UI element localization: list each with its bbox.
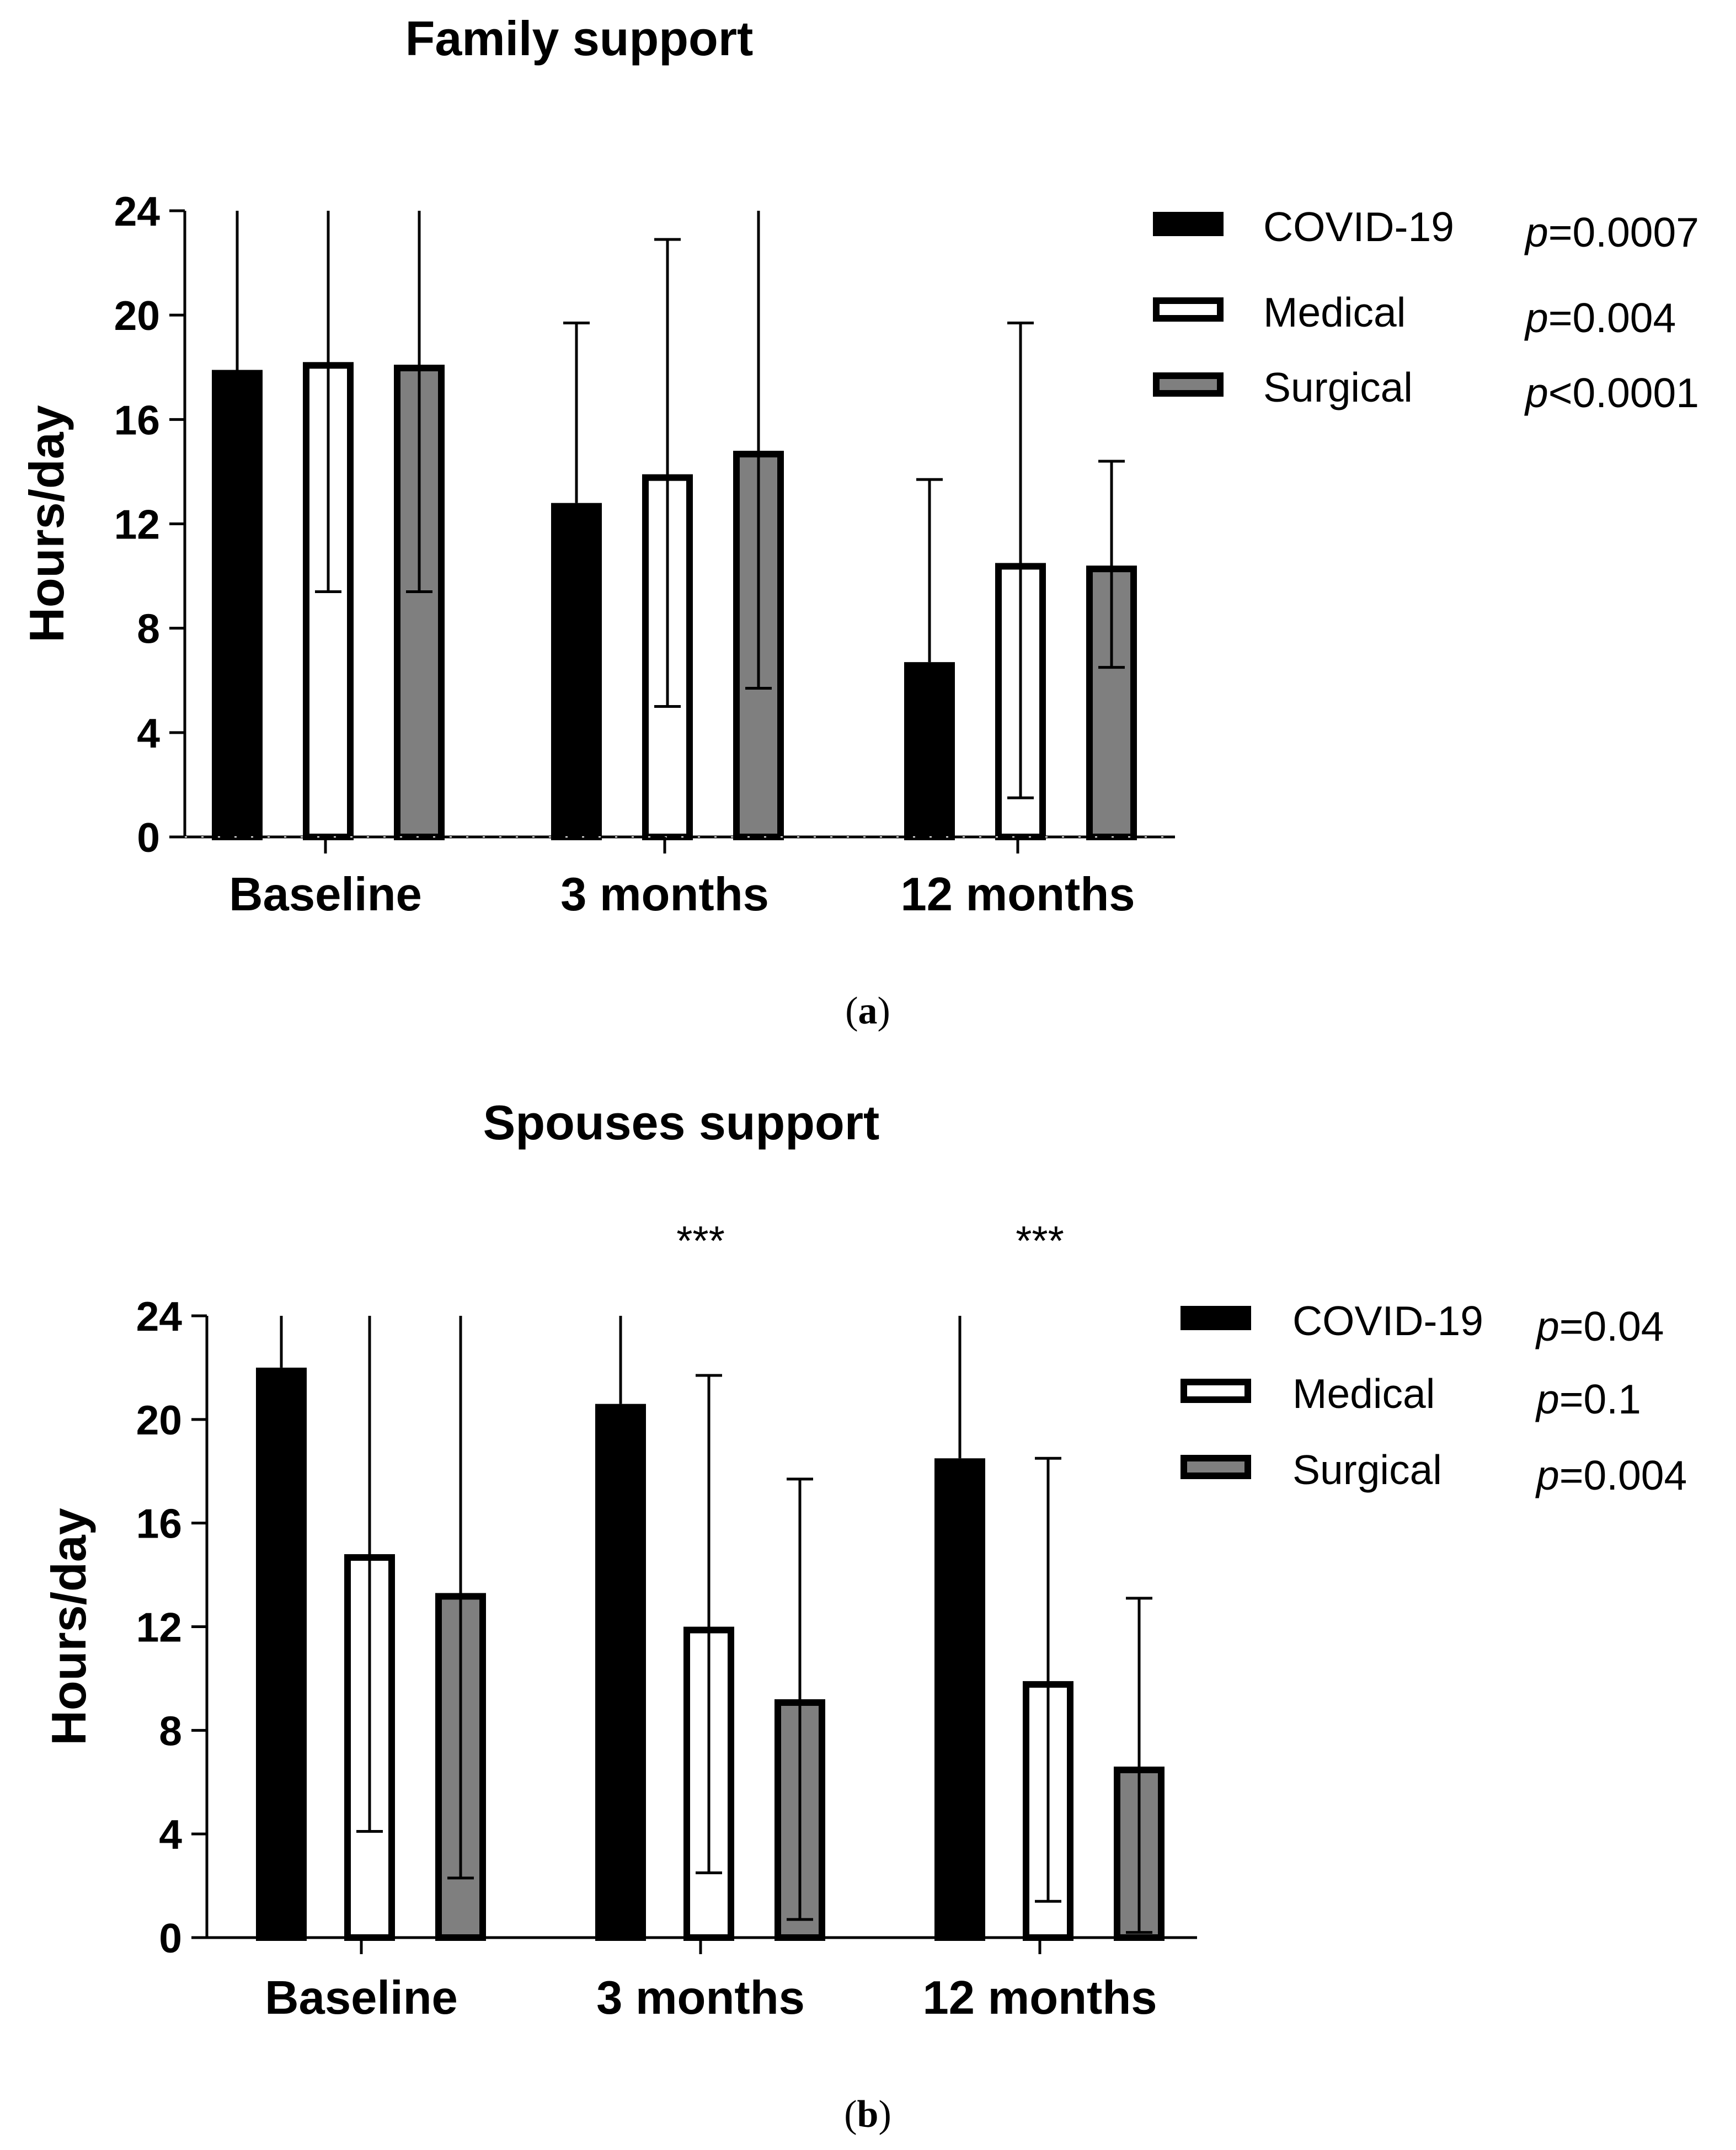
y-tick-label: 16 bbox=[114, 397, 160, 443]
legend-swatch bbox=[1153, 212, 1224, 236]
panel-label-letter: b bbox=[857, 2093, 879, 2136]
panel-label-letter: a bbox=[858, 990, 878, 1032]
bar-covid-19-baseline bbox=[212, 370, 263, 840]
chart-panel-b: Spouses support Hours/day 0 4 8 12 16 20 24 Basel… bbox=[41, 1095, 1687, 2136]
chart-title: Spouses support bbox=[483, 1095, 880, 1150]
x-tick-label: Baseline bbox=[265, 1972, 458, 2024]
legend-swatch bbox=[1181, 1379, 1251, 1403]
x-tick-label: Baseline bbox=[229, 868, 422, 921]
y-tick-label: 20 bbox=[114, 292, 160, 339]
x-tick-label: 12 months bbox=[922, 1972, 1157, 2024]
legend-label: Medical bbox=[1263, 289, 1406, 335]
p-symbol: p bbox=[1535, 1452, 1559, 1498]
panel-label: (a) bbox=[845, 990, 890, 1032]
x-tick-label: 3 months bbox=[596, 1972, 805, 2024]
y-axis-label: Hours/day bbox=[19, 405, 74, 642]
panel-label-open: ( bbox=[844, 2093, 857, 2136]
legend-swatch bbox=[1181, 1306, 1251, 1330]
y-tick-label: 4 bbox=[137, 710, 160, 756]
p-symbol: p bbox=[1524, 295, 1548, 341]
legend-p-value: p=0.004 bbox=[1524, 295, 1676, 341]
x-tick-label: 3 months bbox=[560, 868, 769, 921]
bar-covid-19-12-months bbox=[904, 662, 955, 841]
bar-covid-19-baseline bbox=[256, 1367, 307, 1941]
legend-swatch bbox=[1181, 1455, 1251, 1479]
bar-covid-19-3-months bbox=[595, 1404, 646, 1941]
y-tick-label: 24 bbox=[136, 1293, 183, 1340]
legend-p-value: p=0.004 bbox=[1535, 1452, 1687, 1498]
y-axis-label: Hours/day bbox=[41, 1508, 96, 1745]
legend-label: COVID-19 bbox=[1292, 1298, 1483, 1344]
y-tick-label: 20 bbox=[136, 1397, 182, 1443]
significance-stars: *** bbox=[676, 1218, 725, 1264]
y-tick-label: 0 bbox=[159, 1915, 182, 1961]
y-tick-label: 8 bbox=[159, 1708, 182, 1754]
legend-p-value: p=0.04 bbox=[1535, 1303, 1664, 1349]
panel-label-close: ) bbox=[878, 2093, 891, 2136]
p-number: =0.0007 bbox=[1548, 209, 1699, 255]
chart-title: Family support bbox=[405, 11, 754, 66]
chart-panel-a: Family support Hours/day 0 4 8 12 16 20 24 Baseli… bbox=[19, 11, 1699, 1032]
legend-p-value: p=0.0007 bbox=[1524, 209, 1699, 255]
p-number: <0.0001 bbox=[1548, 370, 1699, 416]
y-tick-label: 12 bbox=[136, 1604, 182, 1651]
y-tick-label: 24 bbox=[114, 188, 161, 234]
legend-label: COVID-19 bbox=[1263, 204, 1454, 250]
panel-label: (b) bbox=[844, 2093, 891, 2136]
panel-label-close: ) bbox=[878, 990, 890, 1032]
y-tick-label: 0 bbox=[137, 814, 160, 861]
p-number: =0.1 bbox=[1559, 1376, 1641, 1422]
bar-covid-19-3-months bbox=[551, 503, 602, 840]
bar-covid-19-12-months bbox=[934, 1458, 985, 1941]
legend-p-value: p<0.0001 bbox=[1524, 370, 1699, 416]
p-symbol: p bbox=[1535, 1303, 1559, 1349]
p-number: =0.04 bbox=[1559, 1303, 1664, 1349]
p-symbol: p bbox=[1524, 370, 1548, 416]
p-number: =0.004 bbox=[1559, 1452, 1687, 1498]
y-tick-label: 16 bbox=[136, 1501, 182, 1547]
legend-p-value: p=0.1 bbox=[1535, 1376, 1641, 1422]
p-symbol: p bbox=[1524, 209, 1548, 255]
p-symbol: p bbox=[1535, 1376, 1559, 1422]
y-tick-label: 8 bbox=[137, 606, 160, 652]
legend-label: Medical bbox=[1292, 1370, 1435, 1417]
panel-label-open: ( bbox=[845, 990, 858, 1032]
y-tick-label: 12 bbox=[114, 502, 160, 548]
legend-swatch bbox=[1153, 372, 1224, 397]
y-tick-label: 4 bbox=[159, 1811, 182, 1858]
legend-label: Surgical bbox=[1292, 1447, 1442, 1493]
p-number: =0.004 bbox=[1548, 295, 1676, 341]
legend-swatch bbox=[1153, 297, 1224, 322]
significance-stars: *** bbox=[1016, 1218, 1064, 1264]
x-tick-label: 12 months bbox=[900, 868, 1135, 921]
legend-label: Surgical bbox=[1263, 364, 1413, 410]
